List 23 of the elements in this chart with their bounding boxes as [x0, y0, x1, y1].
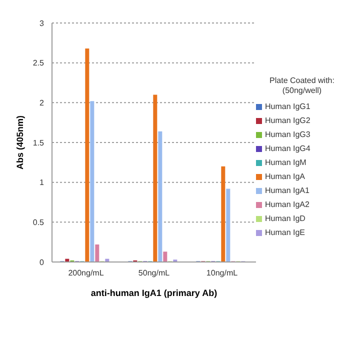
legend-label: Human IgA: [265, 171, 306, 183]
legend-label: Human IgM: [265, 157, 306, 169]
legend-label: Human IgG4: [265, 143, 310, 155]
y-tick-label: 0: [40, 258, 45, 267]
legend-label: Human IgE: [265, 227, 306, 239]
x-tick-label: 10ng/mL: [206, 268, 238, 278]
legend-title: Plate Coated with: (50ng/well): [268, 76, 336, 96]
legend-label: Human IgG1: [265, 101, 310, 113]
legend-label: Human IgD: [265, 213, 306, 225]
legend-label: Human IgA1: [265, 185, 310, 197]
x-tick-label: 200ng/mL: [68, 268, 104, 278]
legend-label: Human IgA2: [265, 199, 310, 211]
y-axis-title: Abs (405nm): [15, 115, 26, 170]
y-tick-label: 2.5: [32, 58, 45, 68]
y-tick-label: 3: [40, 18, 45, 28]
y-tick-label: 1.5: [32, 138, 45, 148]
legend-label: Human IgG2: [265, 115, 310, 127]
y-tick-label: 1: [40, 178, 45, 188]
y-tick-label: 2: [40, 98, 45, 108]
x-tick-label: 50ng/mL: [138, 268, 170, 278]
legend-label: Human IgG3: [265, 129, 310, 141]
x-axis-title: anti-human IgA1 (primary Ab): [90, 288, 218, 298]
y-tick-label: 0.5: [32, 218, 45, 228]
